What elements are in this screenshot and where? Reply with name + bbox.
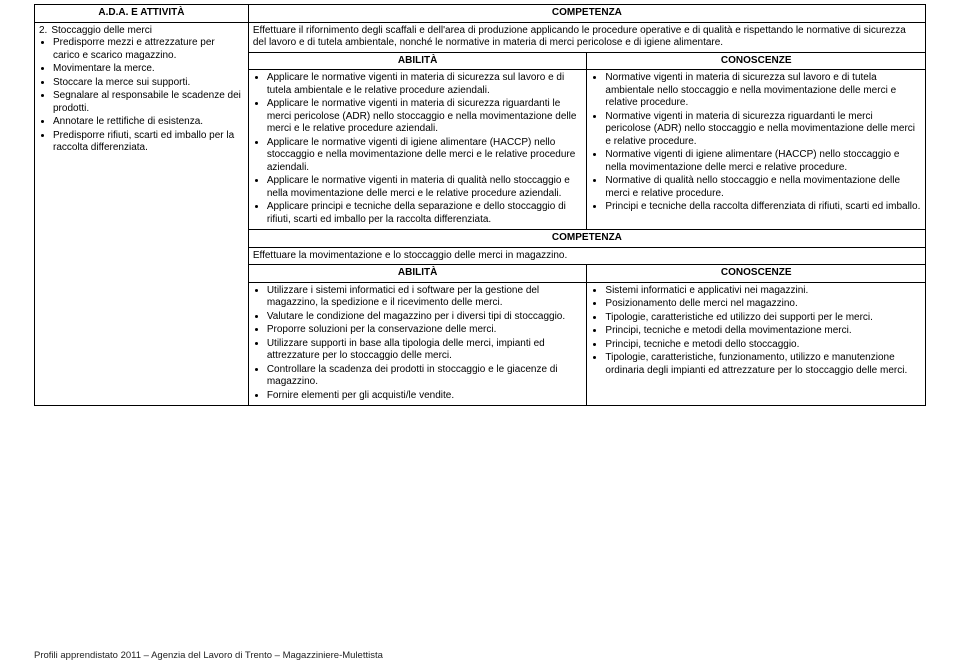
page-footer: Profili apprendistato 2011 – Agenzia del…: [34, 650, 383, 661]
abilita1-cell: Applicare le normative vigenti in materi…: [248, 70, 587, 230]
conoscenze1-list: Normative vigenti in materia di sicurezz…: [591, 72, 921, 214]
competenza2-text: Effettuare la movimentazione e lo stocca…: [248, 247, 925, 265]
list-item: Applicare le normative vigenti in materi…: [267, 175, 583, 200]
header-competenza2: COMPETENZA: [248, 230, 925, 248]
abilita2-list: Utilizzare i sistemi informatici ed i so…: [253, 285, 583, 403]
abilita2-cell: Utilizzare i sistemi informatici ed i so…: [248, 282, 587, 406]
conoscenze2-list: Sistemi informatici e applicativi nei ma…: [591, 285, 921, 378]
list-item: Normative di qualità nello stoccaggio e …: [605, 175, 921, 200]
list-item: Normative vigenti in materia di sicurezz…: [605, 72, 921, 110]
list-item: Valutare le condizione del magazzino per…: [267, 311, 583, 324]
list-item: Applicare le normative vigenti di igiene…: [267, 137, 583, 175]
header-abilita2: ABILITÀ: [248, 265, 587, 283]
list-item: Annotare le rettifiche di esistenza.: [53, 116, 244, 129]
list-item: Utilizzare supporti in base alla tipolog…: [267, 338, 583, 363]
table-row: 2. Stoccaggio delle merci Predisporre me…: [35, 22, 926, 52]
list-item: Applicare principi e tecniche della sepa…: [267, 201, 583, 226]
list-item: Proporre soluzioni per la conservazione …: [267, 324, 583, 337]
header-abilita: ABILITÀ: [248, 52, 587, 70]
header-ada: A.D.A. E ATTIVITÀ: [35, 5, 249, 23]
list-item: Applicare le normative vigenti in materi…: [267, 72, 583, 97]
list-item: Fornire elementi per gli acquisti/le ven…: [267, 390, 583, 403]
list-item: Posizionamento delle merci nel magazzino…: [605, 298, 921, 311]
list-item: Utilizzare i sistemi informatici ed i so…: [267, 285, 583, 310]
header-conoscenze2: CONOSCENZE: [587, 265, 926, 283]
conoscenze1-cell: Normative vigenti in materia di sicurezz…: [587, 70, 926, 230]
list-item: Normative vigenti di igiene alimentare (…: [605, 149, 921, 174]
activity-number: 2.: [39, 25, 47, 38]
list-item: Stoccare la merce sui supporti.: [53, 77, 244, 90]
list-item: Applicare le normative vigenti in materi…: [267, 98, 583, 136]
header-competenza: COMPETENZA: [248, 5, 925, 23]
page-container: A.D.A. E ATTIVITÀ COMPETENZA 2. Stoccagg…: [0, 0, 960, 406]
list-item: Segnalare al responsabile le scadenze de…: [53, 90, 244, 115]
conoscenze2-cell: Sistemi informatici e applicativi nei ma…: [587, 282, 926, 406]
list-item: Principi, tecniche e metodi della movime…: [605, 325, 921, 338]
abilita1-list: Applicare le normative vigenti in materi…: [253, 72, 583, 226]
table-row: A.D.A. E ATTIVITÀ COMPETENZA: [35, 5, 926, 23]
list-item: Predisporre mezzi e attrezzature per car…: [53, 37, 244, 62]
list-item: Tipologie, caratteristiche, funzionament…: [605, 352, 921, 377]
list-item: Principi, tecniche e metodi dello stocca…: [605, 339, 921, 352]
activity-title-row: 2. Stoccaggio delle merci: [39, 25, 244, 38]
competenza1-text: Effettuare il rifornimento degli scaffal…: [248, 22, 925, 52]
list-item: Movimentare la merce.: [53, 63, 244, 76]
list-item: Normative vigenti in materia di sicurezz…: [605, 111, 921, 149]
activity-title: Stoccaggio delle merci: [51, 25, 152, 38]
left-activities-list: Predisporre mezzi e attrezzature per car…: [39, 37, 244, 155]
list-item: Tipologie, caratteristiche ed utilizzo d…: [605, 312, 921, 325]
list-item: Predisporre rifiuti, scarti ed imballo p…: [53, 130, 244, 155]
list-item: Sistemi informatici e applicativi nei ma…: [605, 285, 921, 298]
competencies-table: A.D.A. E ATTIVITÀ COMPETENZA 2. Stoccagg…: [34, 4, 926, 406]
list-item: Controllare la scadenza dei prodotti in …: [267, 364, 583, 389]
list-item: Principi e tecniche della raccolta diffe…: [605, 201, 921, 214]
left-activities-cell: 2. Stoccaggio delle merci Predisporre me…: [35, 22, 249, 406]
header-conoscenze: CONOSCENZE: [587, 52, 926, 70]
